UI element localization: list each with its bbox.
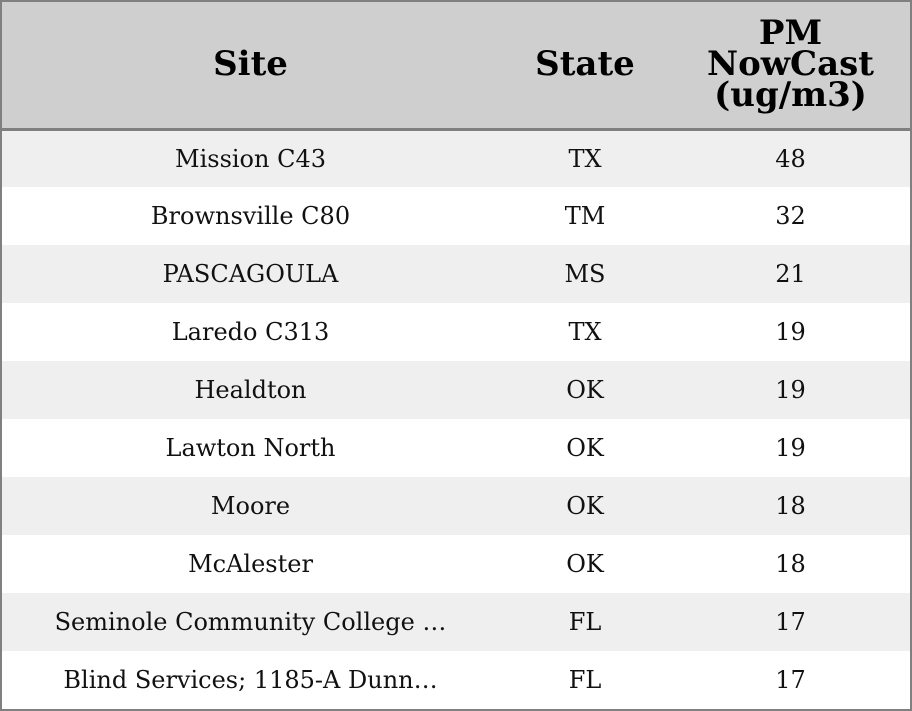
header-pm-line-1: PM — [758, 13, 823, 54]
site-cell: Healdton — [194, 376, 307, 404]
header-row: Site State PM NowCast (ug/m3) — [2, 2, 910, 131]
header-pm-line-2: NowCast — [707, 44, 874, 85]
pm-cell: 17 — [775, 666, 806, 694]
pm-cell: 32 — [775, 202, 806, 230]
state-cell: FL — [568, 666, 602, 694]
table-row: Moore OK 18 — [2, 477, 910, 535]
table-body: Mission C43 TX 48 Brownsville C80 TM 32 … — [2, 129, 910, 709]
site-cell: Mission C43 — [175, 144, 326, 173]
table-row: Blind Services; 1185-A Dunn… FL 17 — [2, 651, 910, 709]
state-cell: OK — [566, 492, 604, 520]
state-cell: FL — [568, 608, 602, 636]
header-pm-nowcast: PM NowCast (ug/m3) — [671, 2, 910, 131]
pm-cell: 18 — [775, 550, 806, 578]
table-row: Lawton North OK 19 — [2, 419, 910, 477]
table-row: PASCAGOULA MS 21 — [2, 245, 910, 303]
pm-cell: 19 — [775, 376, 806, 404]
pm-cell: 21 — [775, 260, 806, 288]
site-cell: Brownsville C80 — [150, 202, 351, 230]
site-cell: Seminole Community College … — [54, 608, 447, 636]
pm-cell: 18 — [775, 492, 806, 520]
header-state: State — [499, 2, 671, 131]
table-row: Healdton OK 19 — [2, 361, 910, 419]
site-cell: Laredo C313 — [171, 318, 330, 346]
state-cell: TX — [568, 144, 602, 173]
header-pm-line-3: (ug/m3) — [714, 75, 867, 116]
table-row: Brownsville C80 TM 32 — [2, 187, 910, 245]
pm-cell: 48 — [775, 144, 806, 173]
state-cell: MS — [564, 260, 606, 288]
table-row: Mission C43 TX 48 — [2, 129, 910, 187]
table-row: Seminole Community College … FL 17 — [2, 593, 910, 651]
state-cell: TX — [568, 318, 602, 346]
state-cell: OK — [566, 376, 604, 404]
site-cell: Blind Services; 1185-A Dunn… — [63, 666, 438, 694]
table-header: Site State PM NowCast (ug/m3) — [2, 2, 910, 131]
pm-cell: 19 — [775, 318, 806, 346]
site-cell: Moore — [210, 492, 291, 520]
pm-cell: 17 — [775, 608, 806, 636]
table-row: Laredo C313 TX 19 — [2, 303, 910, 361]
table-row: McAlester OK 18 — [2, 535, 910, 593]
site-cell: McAlester — [188, 550, 313, 578]
state-cell: TM — [564, 202, 606, 230]
state-cell: OK — [566, 434, 604, 462]
state-cell: OK — [566, 550, 604, 578]
site-cell: Lawton North — [165, 434, 336, 462]
pm-cell: 19 — [775, 434, 806, 462]
site-cell: PASCAGOULA — [162, 260, 339, 288]
header-site: Site — [2, 2, 499, 131]
